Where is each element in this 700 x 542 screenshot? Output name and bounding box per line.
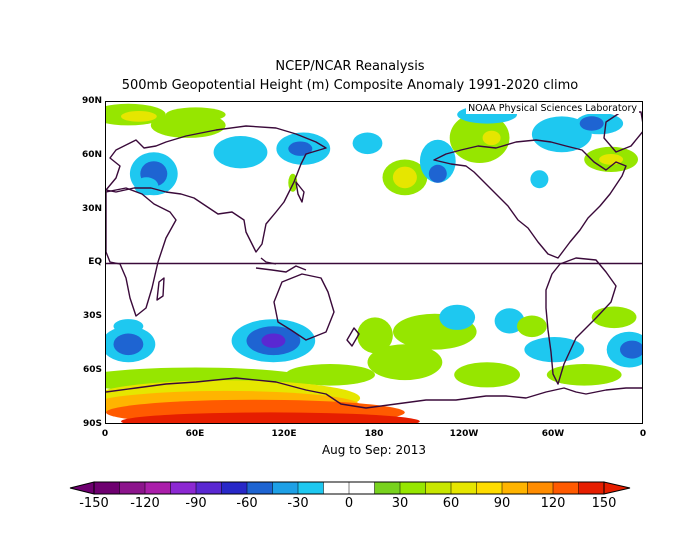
anomaly-region — [288, 141, 313, 156]
anomaly-region — [392, 166, 417, 189]
lon-label-60e: 60E — [185, 429, 205, 439]
anomaly-region — [546, 364, 622, 386]
anomaly-region — [352, 132, 383, 155]
lat-label-90s: 90S — [82, 419, 102, 429]
coastline-japan — [295, 181, 305, 203]
chart-title: NCEP/NCAR Reanalysis — [275, 59, 425, 74]
colorbar-segment — [196, 482, 222, 494]
coastline-new-zealand — [346, 327, 360, 347]
colorbar-segment — [527, 482, 554, 494]
colorbar-tick-label: 150 — [591, 496, 617, 511]
colorbar-segment — [400, 482, 426, 494]
anomaly-region — [530, 170, 549, 189]
anomaly-region — [367, 344, 443, 381]
colorbar-tick-label: 30 — [391, 496, 409, 511]
colorbar-segment — [374, 482, 401, 494]
coastline-africa — [106, 187, 177, 317]
anomaly-region — [517, 315, 547, 338]
anomaly-region — [261, 333, 286, 348]
lon-label-0-end: 0 — [639, 429, 647, 439]
colorbar-segment — [145, 482, 171, 494]
colorbar-tick-label: 0 — [344, 496, 354, 511]
colorbar-segment — [451, 482, 477, 494]
colorbar-segment — [578, 482, 605, 494]
lat-label-eq: EQ — [88, 257, 102, 267]
anomaly-region — [591, 306, 637, 329]
colorbar-segment — [425, 482, 452, 494]
anomaly-map — [106, 103, 642, 423]
colorbar-segment — [553, 482, 579, 494]
colorbar-segment — [170, 482, 197, 494]
anomaly-region — [121, 412, 420, 423]
lon-label-120w: 120W — [449, 429, 479, 439]
colorbar — [69, 481, 631, 495]
colorbar-tick-label: 120 — [540, 496, 566, 511]
credit-label: NOAA Physical Sciences Laboratory — [466, 103, 639, 114]
anomaly-region — [357, 317, 393, 354]
lat-label-60s: 60S — [82, 365, 102, 375]
coastline-antarctica — [106, 377, 642, 409]
coastline-madagascar — [156, 277, 165, 301]
lat-label-30s: 30S — [82, 311, 102, 321]
anomaly-region — [285, 364, 375, 386]
colorbar-tick-label: -120 — [130, 496, 160, 511]
lat-label-30n: 30N — [81, 204, 102, 214]
coastline-south-america — [545, 257, 617, 385]
colorbar-segment — [349, 482, 375, 494]
anomaly-region — [113, 333, 144, 356]
anomaly-region — [494, 308, 525, 334]
coastline-north-america — [433, 139, 627, 259]
lat-label-60n: 60N — [81, 150, 102, 160]
colorbar-tick-label: 90 — [493, 496, 511, 511]
anomaly-region — [213, 136, 268, 169]
coastline-layer — [106, 111, 642, 409]
anomaly-region — [113, 319, 144, 334]
period-caption: Aug to Sep: 2013 — [321, 443, 427, 457]
colorbar-segment — [119, 482, 146, 494]
colorbar-tick-label: -60 — [236, 496, 258, 511]
colorbar-arrow-left — [69, 481, 95, 495]
anomaly-region — [428, 164, 447, 183]
anomaly-fill-layer — [106, 103, 642, 423]
colorbar-segment — [94, 482, 120, 494]
colorbar-segment — [221, 482, 248, 494]
lon-label-120e: 120E — [271, 429, 297, 439]
anomaly-region — [121, 111, 157, 122]
anomaly-region — [620, 340, 642, 359]
lon-label-0: 0 — [101, 429, 109, 439]
anomaly-region — [134, 177, 159, 196]
lat-label-90n: 90N — [81, 96, 102, 106]
coastline-australia — [273, 273, 335, 341]
anomaly-region — [454, 362, 520, 388]
colorbar-segment — [247, 482, 273, 494]
anomaly-region — [439, 304, 476, 330]
colorbar-tick-label: -90 — [185, 496, 207, 511]
anomaly-region — [165, 107, 226, 122]
colorbar-tick-label: -150 — [79, 496, 109, 511]
map-plot-area: NOAA Physical Sciences Laboratory — [105, 101, 643, 424]
colorbar-tick-label: -30 — [287, 496, 309, 511]
colorbar-segment — [298, 482, 324, 494]
anomaly-region — [449, 112, 510, 163]
anomaly-region — [579, 116, 604, 131]
colorbar-segment — [476, 482, 503, 494]
lon-label-60w: 60W — [541, 429, 565, 439]
colorbar-segment — [272, 482, 299, 494]
coastline-eurasia — [106, 125, 327, 253]
anomaly-region — [524, 337, 585, 363]
colorbar-segment — [502, 482, 528, 494]
anomaly-region — [482, 130, 501, 146]
colorbar-tick-label: 60 — [442, 496, 460, 511]
chart-subtitle: 500mb Geopotential Height (m) Composite … — [121, 78, 579, 93]
colorbar-arrow-right — [603, 481, 631, 495]
colorbar-segment — [323, 482, 350, 494]
coastline-indonesia — [255, 257, 307, 273]
lon-label-180: 180 — [364, 429, 384, 439]
